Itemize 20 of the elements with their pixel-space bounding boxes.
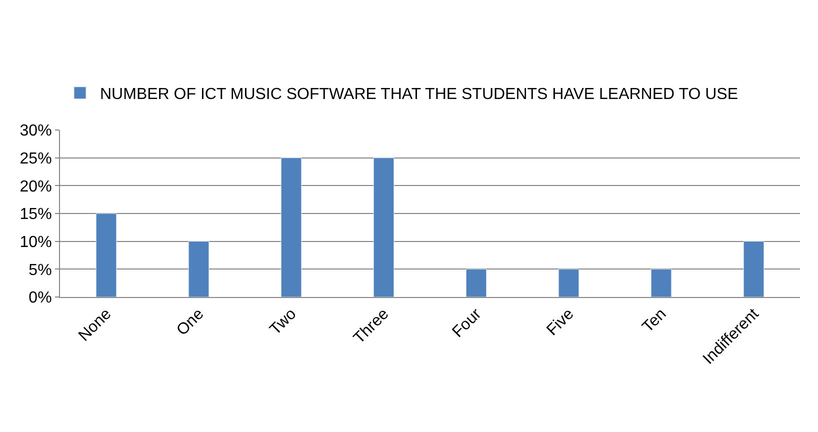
- y-tick-label: 20%: [20, 178, 52, 196]
- y-tick-label: 15%: [20, 206, 52, 224]
- y-tick-label: 0%: [28, 290, 52, 307]
- bar: [373, 158, 394, 297]
- x-tick-label: Two: [266, 306, 300, 338]
- bar: [466, 268, 487, 297]
- bar: [650, 268, 672, 297]
- y-tick-label: 10%: [20, 234, 52, 251]
- bar: [188, 241, 210, 297]
- bar: [280, 158, 302, 297]
- y-tick-label: 30%: [20, 122, 52, 140]
- bar: [96, 213, 117, 297]
- bar: [558, 268, 580, 297]
- x-tick-label: Five: [544, 306, 578, 340]
- y-tick-label: 25%: [20, 150, 52, 168]
- bar: [743, 241, 764, 297]
- x-tick-label: One: [174, 306, 208, 340]
- y-tick-label: 5%: [28, 262, 52, 279]
- legend-label: NUMBER OF ICT MUSIC SOFTWARE THAT THE STUDENTS HAVE LEARNED TO USE: [100, 86, 738, 104]
- x-tick-label: Ten: [639, 306, 670, 336]
